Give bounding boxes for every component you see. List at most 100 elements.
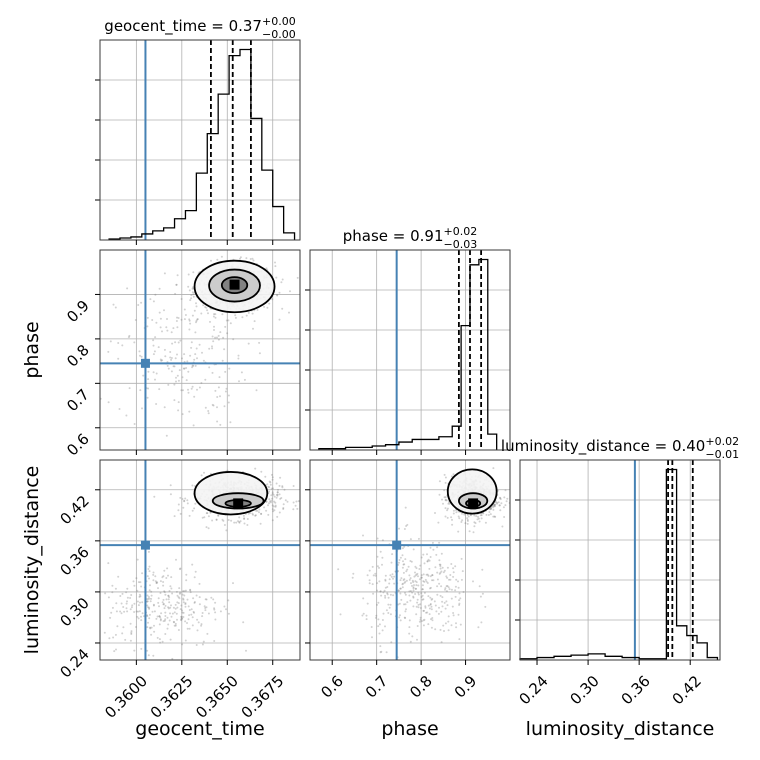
sample-point xyxy=(209,472,212,475)
sample-point xyxy=(147,387,150,390)
sample-point xyxy=(155,582,158,585)
sample-point xyxy=(173,611,176,614)
sample-point xyxy=(409,640,412,643)
sample-point xyxy=(439,565,442,568)
sample-point xyxy=(270,494,273,497)
sample-point xyxy=(426,611,429,614)
sample-point xyxy=(417,593,420,596)
sample-point xyxy=(148,617,151,620)
sample-point xyxy=(154,575,157,578)
sample-point xyxy=(170,615,173,618)
sample-point xyxy=(153,495,156,498)
sample-point xyxy=(140,615,142,618)
sample-point xyxy=(429,603,432,606)
sample-point xyxy=(438,606,440,609)
sample-point xyxy=(107,596,110,599)
sample-point xyxy=(420,556,423,559)
sample-point xyxy=(410,582,412,585)
sample-point xyxy=(202,640,205,643)
sample-point xyxy=(412,596,415,599)
sample-point xyxy=(458,638,461,641)
sample-point xyxy=(147,378,150,381)
sample-point xyxy=(214,313,217,316)
sample-point xyxy=(422,598,425,601)
sample-point xyxy=(173,399,176,402)
sample-point xyxy=(141,612,144,615)
xtick-label-3: 0.9 xyxy=(451,672,481,702)
sample-point xyxy=(133,649,136,652)
sample-point xyxy=(213,608,216,611)
sample-point xyxy=(403,603,405,606)
sample-point xyxy=(409,577,412,580)
xlabel-geocent_time: geocent_time xyxy=(135,718,264,740)
sample-point xyxy=(147,621,149,624)
sample-point xyxy=(371,636,373,639)
sample-point xyxy=(211,345,213,348)
sample-point xyxy=(190,341,193,344)
xtick-label-1: 0.7 xyxy=(362,672,392,702)
sample-point xyxy=(158,388,161,391)
sample-point xyxy=(454,589,457,592)
sample-point xyxy=(225,608,227,611)
sample-point xyxy=(188,614,191,617)
sample-point xyxy=(258,508,261,511)
sample-point xyxy=(182,611,185,614)
histogram-luminosity_distance xyxy=(519,468,719,660)
sample-point xyxy=(168,596,171,599)
sample-point xyxy=(209,320,211,323)
xtick-label-2: 0.8 xyxy=(406,672,436,702)
title-minus: −0.01 xyxy=(705,448,739,461)
sample-point xyxy=(167,623,170,626)
sample-point xyxy=(379,590,382,593)
sample-point xyxy=(451,605,454,608)
sample-point xyxy=(162,584,165,587)
sample-point xyxy=(161,359,164,362)
sample-point xyxy=(429,603,432,605)
sample-point xyxy=(208,347,211,350)
sample-point xyxy=(422,553,425,556)
truth-marker xyxy=(140,358,150,368)
sample-point xyxy=(294,504,297,507)
sample-point xyxy=(184,602,187,605)
sample-point xyxy=(270,487,273,490)
sample-point xyxy=(175,380,177,383)
sample-point xyxy=(245,649,247,652)
sample-point xyxy=(194,502,197,505)
sample-point xyxy=(292,501,295,504)
sample-point xyxy=(477,626,480,629)
sample-point xyxy=(146,396,149,399)
sample-point xyxy=(182,616,185,618)
sample-point xyxy=(164,618,167,621)
sample-point xyxy=(232,582,234,585)
sample-point xyxy=(404,506,407,509)
sample-point xyxy=(404,603,407,606)
sample-point xyxy=(237,357,240,360)
title-plus: +0.02 xyxy=(705,435,739,448)
sample-point xyxy=(114,306,117,309)
sample-point xyxy=(438,572,441,575)
sample-point xyxy=(457,580,459,583)
sample-point xyxy=(202,359,205,362)
sample-point xyxy=(470,514,472,517)
sample-point xyxy=(174,607,177,610)
sample-point xyxy=(209,511,212,514)
sample-point xyxy=(174,603,177,606)
sample-point xyxy=(189,354,192,357)
ylabel-luminosity_distance: luminosity_distance xyxy=(21,466,43,655)
sample-point xyxy=(117,357,120,360)
sample-point xyxy=(159,618,162,621)
sample-point xyxy=(452,473,455,476)
sample-point xyxy=(423,609,425,612)
sample-point xyxy=(180,318,183,321)
sample-point xyxy=(158,605,160,608)
sample-point xyxy=(472,531,475,534)
sample-point xyxy=(166,627,169,630)
sample-point xyxy=(447,586,450,589)
sample-point xyxy=(271,497,274,500)
sample-point xyxy=(284,499,287,502)
sample-point xyxy=(221,359,224,362)
sample-point xyxy=(385,609,388,612)
sample-point xyxy=(128,387,131,390)
sample-point xyxy=(140,355,143,358)
sample-point xyxy=(192,293,195,296)
